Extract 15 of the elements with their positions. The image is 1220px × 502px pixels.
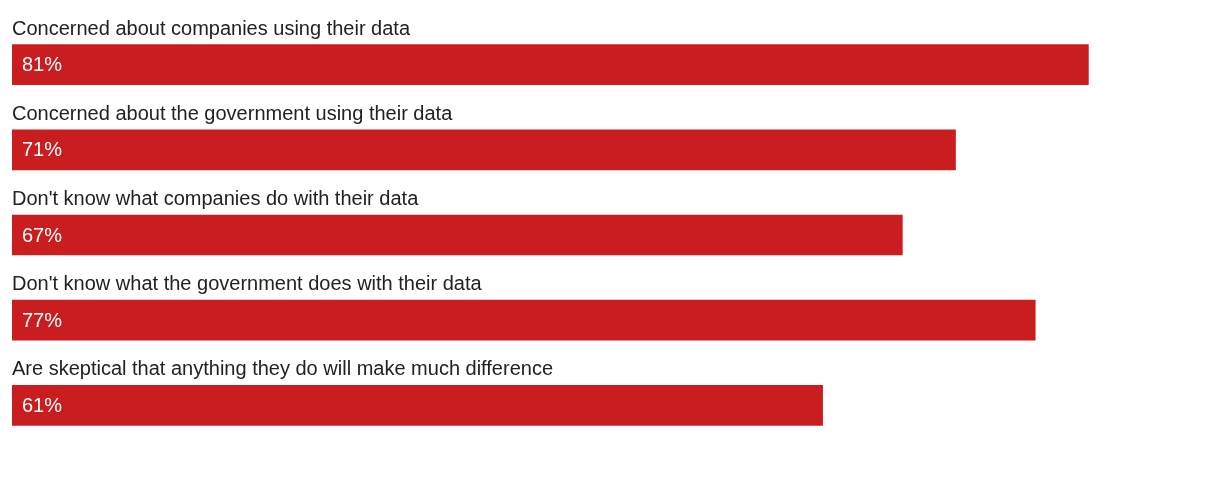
data-label: 67% [22,223,63,246]
bar [12,129,956,171]
data-label: 77% [22,308,63,331]
y-tick-label: Are skeptical that anything they do will make much difference [12,357,554,380]
y-tick-label: Concerned about the government using their data [12,101,454,124]
y-tick-label: Don't know what companies do with their data [12,187,420,209]
data-label: 81% [22,53,63,76]
y-tick-label: Don't know what the government does with their data [12,272,483,295]
data-label: 71% [22,138,63,161]
y-tick-label: Concerned about companies using their data [12,16,411,39]
data-label: 61% [22,393,63,416]
bar [12,44,1089,85]
bar [12,385,823,426]
bar [12,299,1036,341]
bar [12,214,903,256]
